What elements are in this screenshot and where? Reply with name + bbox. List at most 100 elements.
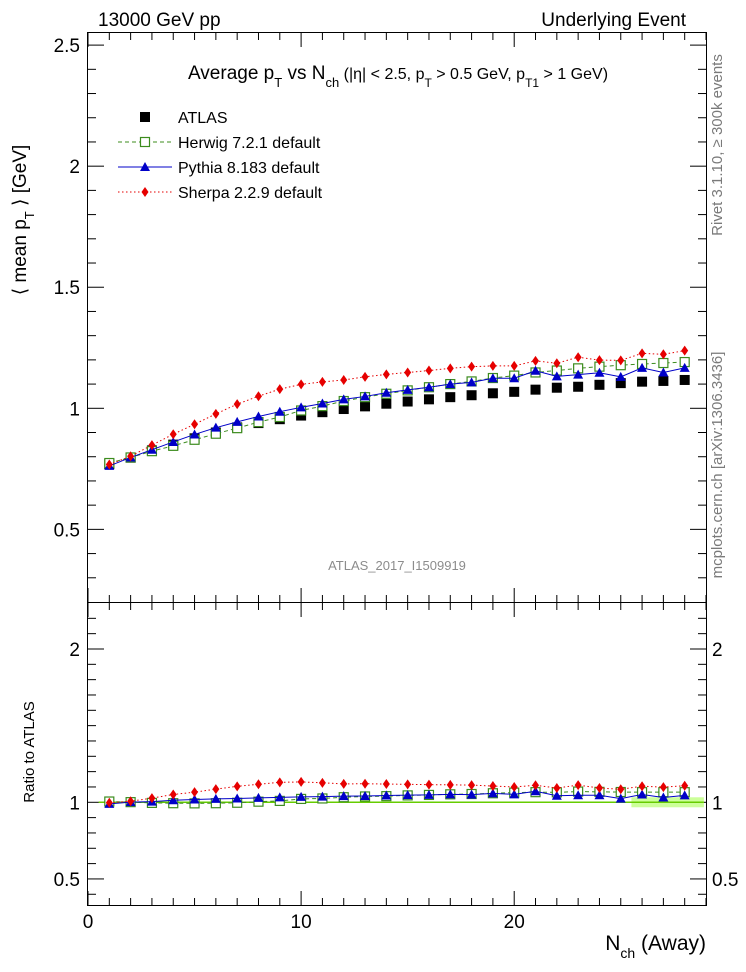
ratio-series-line [109,781,685,804]
ratio-data-point [466,789,477,799]
main-data-point [595,355,603,366]
ratio-data-point [658,792,669,802]
reference-band [98,797,704,808]
ratio-data-point [423,789,434,799]
mcplots-label: mcplots.cern.ch [arXiv:1306.3436] [709,352,726,579]
ratio-data-point [253,792,264,802]
ratio-data-point [615,793,626,803]
ratio-data-point [679,790,690,800]
main-data-point [466,390,477,401]
main-data-point [679,374,690,385]
ratio-data-point [361,778,369,789]
main-data-point [360,391,371,401]
main-data-point [338,394,349,404]
main-data-point [191,419,199,430]
legend-label: Sherpa 2.2.9 default [178,185,323,202]
ratio-data-point [169,789,177,800]
ratio-data-point [105,797,113,808]
process-label: Underlying Event [541,10,686,31]
ratio-data-point [210,793,221,803]
ratio-data-point [617,784,625,795]
main-data-point [381,387,392,397]
chart-title: Average pT vs Nch (|η| < 2.5, pT > 0.5 G… [188,63,608,90]
main-data-point [404,367,412,378]
main-data-point [446,363,454,374]
main-data-point [573,369,584,379]
ratio-data-point [404,779,412,790]
ratio-data-point [274,792,285,802]
main-data-point [530,365,541,375]
main-data-point [659,349,667,360]
legend: ATLAS Herwig 7.2.1 default Pythia 8.183 de… [118,110,323,202]
ratio-y-tick-label: 2 [69,640,80,661]
main-data-point [468,361,476,372]
ratio-data-point [638,781,646,792]
ratio-data-point [425,779,433,790]
main-data-point [340,374,348,385]
ratio-data-point [276,777,284,788]
ratio-data-point [168,795,179,805]
ratio-y-tick-label: 1 [69,793,80,814]
ratio-data-point [681,780,689,791]
ratio-data-point [381,790,392,800]
ratio-data-point [212,784,220,795]
ratio-data-point [382,779,390,790]
legend-label: Herwig 7.2.1 default [178,135,321,152]
ratio-data-point [594,790,605,800]
main-data-point [232,416,243,426]
ratio-data-point [551,790,562,800]
main-data-point [445,379,456,389]
ratio-data-point [509,789,520,799]
main-data-point [509,373,520,383]
ratio-data-point [489,781,497,792]
legend-label: ATLAS [178,110,228,127]
main-data-point [615,371,626,381]
data-series [104,345,690,809]
main-data-point [679,362,690,372]
main-data-point [210,422,221,432]
main-data-point [573,381,584,392]
main-data-point [361,371,369,382]
ratio-data-point [296,791,307,801]
main-data-point [530,384,541,395]
y-tick-label: 2.5 [54,36,80,57]
ratio-y-tick-label-right: 0.5 [712,870,738,891]
ratio-data-point [487,788,498,798]
main-data-point [148,440,156,451]
ratio-y-tick-label-right: 1 [712,793,723,814]
main-data-point [127,451,135,462]
ratio-data-point [317,791,328,801]
ratio-data-point [127,796,135,807]
legend-marker [139,136,151,148]
main-data-point [105,459,113,470]
rivet-label: Rivet 3.1.10, ≥ 300k events [709,54,726,236]
main-data-point [615,378,626,389]
main-data-point [637,362,648,372]
main-data-point [274,406,285,416]
ratio-data-point [232,793,243,803]
legend-entry: Pythia 8.183 default [118,160,320,177]
main-data-point [553,358,561,369]
ratio-data-point [189,794,200,804]
main-data-point [338,404,349,415]
main-data-point [402,396,413,407]
main-data-point [551,382,562,393]
x-tick-label: 20 [504,912,525,933]
y-tick-label: 1.5 [54,278,80,299]
main-data-point [382,369,390,380]
main-series-line [109,361,685,464]
legend-label: Pythia 8.183 default [178,160,320,177]
main-data-point [658,357,669,369]
ratio-data-point [573,790,584,800]
ratio-data-point [510,781,518,792]
x-tick-label: 10 [291,912,312,933]
main-data-point [297,379,305,390]
ratio-data-point [148,793,156,804]
ratio-data-point [532,780,540,791]
ratio-data-point [445,789,456,799]
ratio-series-1 [104,786,690,808]
main-data-point [594,379,605,390]
main-data-point [532,355,540,366]
x-axis-label: Nch (Away) [605,932,706,961]
